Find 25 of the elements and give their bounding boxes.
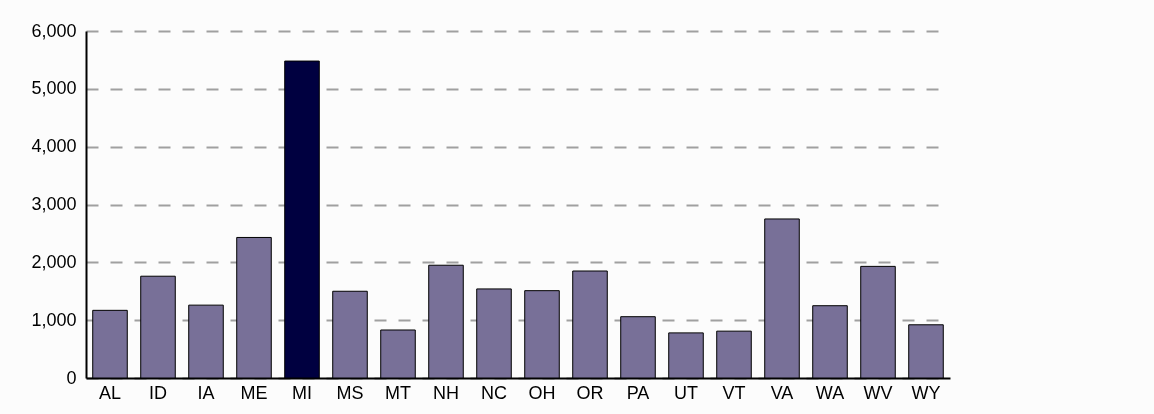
- x-tick-label: WA: [815, 382, 845, 403]
- y-tick-label: 4,000: [31, 136, 77, 157]
- x-tick-label: VA: [770, 382, 794, 403]
- x-tick-label: UT: [674, 382, 698, 403]
- x-tick-label: ME: [240, 382, 268, 403]
- x-tick-label: ID: [149, 382, 167, 403]
- y-tick-label: 3,000: [31, 194, 77, 214]
- x-tick-label: OH: [528, 382, 556, 403]
- x-tick-label: AL: [98, 382, 122, 403]
- x-tick-label: NH: [433, 382, 459, 403]
- y-tick-label: 2,000: [31, 251, 77, 272]
- x-tick-label: VT: [722, 382, 746, 403]
- y-tick-label: 5,000: [31, 78, 77, 99]
- x-tick-label: MS: [336, 382, 364, 403]
- x-tick-label: NC: [481, 382, 507, 403]
- y-tick-label: 1,000: [31, 309, 77, 330]
- x-tick-label: MT: [385, 382, 411, 403]
- x-tick-label: MI: [292, 382, 312, 403]
- y-tick-label: 0: [66, 367, 77, 388]
- x-tick-label: PA: [626, 382, 650, 403]
- x-tick-label: OR: [576, 382, 604, 403]
- x-tick-label: WV: [863, 382, 893, 403]
- x-tick-label: IA: [197, 382, 215, 403]
- x-tick-label: WY: [911, 382, 941, 403]
- y-tick-label: 6,000: [31, 20, 77, 41]
